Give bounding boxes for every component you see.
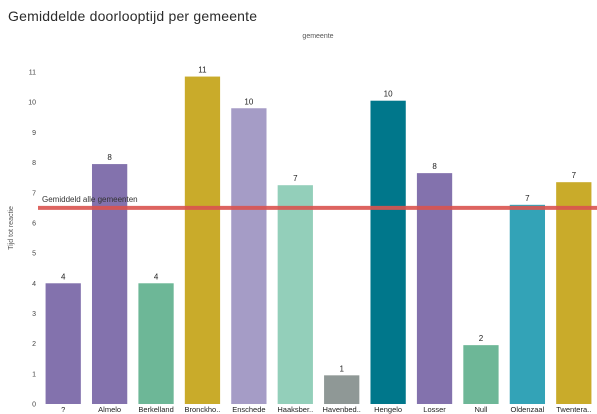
y-axis-ticks: 0 1 2 3 4 5 6 7 8 9 10 11	[28, 70, 36, 409]
y-tick-label: 6	[32, 220, 36, 227]
reference-line-label: Gemiddeld alle gemeenten	[42, 195, 138, 204]
y-tick-label: 2	[32, 341, 36, 348]
y-tick-label: 0	[32, 402, 36, 409]
x-tick-label: Losser	[423, 405, 446, 414]
data-label: 11	[198, 66, 207, 75]
data-label: 7	[572, 171, 577, 180]
y-tick-label: 1	[32, 371, 36, 378]
y-tick-label: 10	[28, 100, 36, 107]
data-label: 10	[384, 90, 393, 99]
y-tick-label: 8	[32, 160, 36, 167]
x-tick-label: Almelo	[98, 405, 121, 414]
data-label: 2	[479, 334, 484, 343]
y-tick-label: 9	[32, 130, 36, 137]
bar[interactable]	[463, 345, 499, 404]
data-label: 7	[293, 174, 298, 183]
y-tick-label: 7	[32, 190, 36, 197]
bar[interactable]	[184, 76, 221, 404]
bar[interactable]	[45, 283, 81, 404]
y-tick-label: 11	[29, 70, 36, 77]
x-tick-label: ?	[61, 405, 65, 414]
data-label: 8	[107, 153, 112, 162]
data-label: 7	[525, 194, 530, 203]
x-tick-label: Bronckho..	[185, 405, 221, 414]
reference-line-group: Gemiddeld alle gemeenten	[38, 195, 597, 210]
x-tick-label: Havenbed..	[323, 405, 361, 414]
x-tick-label: Enschede	[232, 405, 265, 414]
bar[interactable]	[509, 204, 546, 404]
x-tick-label: Berkelland	[138, 405, 173, 414]
legend-title: gemeente	[302, 33, 333, 40]
bar[interactable]	[416, 173, 453, 404]
y-tick-label: 4	[32, 281, 36, 288]
x-tick-label: Null	[474, 405, 487, 414]
bar[interactable]	[91, 164, 128, 404]
data-label: 8	[432, 162, 437, 171]
bar[interactable]	[324, 375, 360, 404]
bar[interactable]	[231, 108, 267, 404]
data-label: 1	[339, 364, 344, 373]
x-axis-ticks: ? Almelo Berkelland Bronckho.. Enschede Haaks…	[61, 405, 591, 414]
bar[interactable]	[277, 185, 313, 404]
data-label: 4	[154, 272, 159, 281]
y-tick-label: 3	[32, 311, 36, 318]
legend: gemeente	[302, 33, 333, 40]
data-label: 4	[61, 272, 66, 281]
data-label: 10	[244, 97, 253, 106]
data-labels: 4 8 4 11 10 7 1 10 8 2 7 7	[61, 66, 577, 374]
bar[interactable]	[556, 182, 592, 404]
bars	[45, 76, 592, 405]
y-axis-label: Tijd tot reactie	[8, 206, 15, 250]
x-tick-label: Twentera..	[556, 405, 591, 414]
y-tick-label: 5	[32, 251, 36, 258]
bar[interactable]	[370, 100, 406, 405]
chart-title: Gemiddelde doorlooptijd per gemeente	[8, 8, 258, 24]
x-tick-label: Haaksber..	[277, 405, 313, 414]
bar[interactable]	[138, 283, 174, 404]
x-tick-label: Hengelo	[374, 405, 402, 414]
x-tick-label: Oldenzaal	[510, 405, 544, 414]
